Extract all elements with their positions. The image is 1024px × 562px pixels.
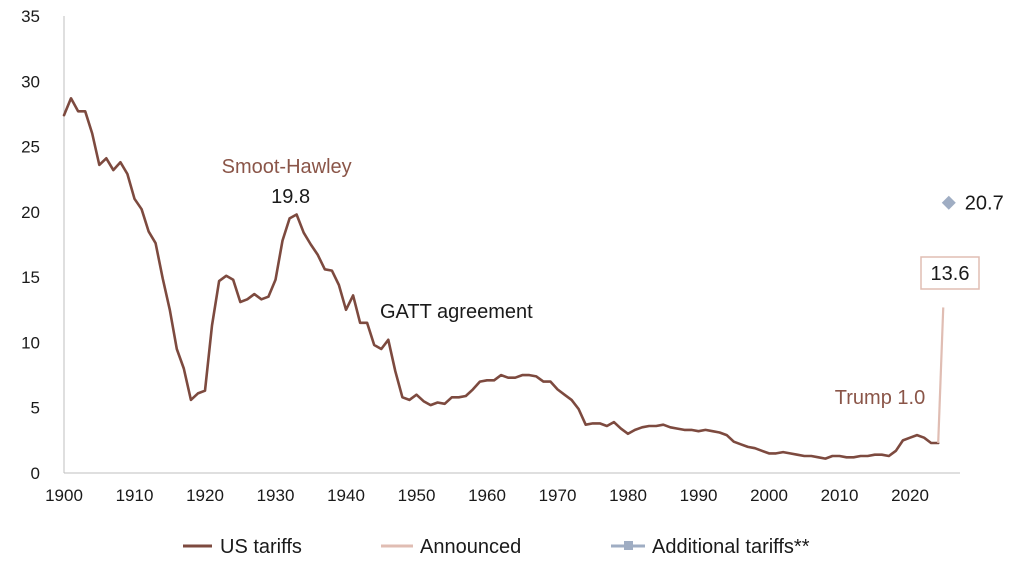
us-tariffs-line bbox=[62, 97, 940, 460]
x-tick-label: 1940 bbox=[327, 486, 365, 505]
announced-value-label: 13.6 bbox=[931, 263, 970, 285]
additional-value-label: 20.7 bbox=[965, 193, 1004, 215]
y-tick-label: 0 bbox=[31, 464, 40, 483]
announced-line bbox=[937, 307, 945, 444]
x-tick-label: 2020 bbox=[891, 486, 929, 505]
legend-us-tariffs-label: US tariffs bbox=[220, 536, 302, 558]
x-tick-label: 1960 bbox=[468, 486, 506, 505]
legend: US tariffs Announced Additional tariffs*… bbox=[183, 536, 810, 558]
y-tick-label: 5 bbox=[31, 399, 40, 418]
legend-additional-marker bbox=[624, 541, 633, 550]
x-tick-label: 2000 bbox=[750, 486, 788, 505]
y-tick-label: 30 bbox=[21, 72, 40, 91]
legend-announced-label: Announced bbox=[420, 536, 521, 558]
x-tick-label: 1980 bbox=[609, 486, 647, 505]
gatt-label: GATT agreement bbox=[380, 301, 533, 323]
y-tick-label: 25 bbox=[21, 138, 40, 157]
smoot-hawley-label: Smoot-Hawley bbox=[222, 156, 352, 178]
smoot-hawley-value: 19.8 bbox=[271, 186, 310, 208]
x-tick-label: 1920 bbox=[186, 486, 224, 505]
y-tick-label: 20 bbox=[21, 203, 40, 222]
additional-tariffs-marker bbox=[941, 195, 956, 210]
y-axis-ticks: 0 5 10 15 20 25 30 35 bbox=[21, 7, 40, 483]
x-tick-label: 1930 bbox=[257, 486, 295, 505]
y-tick-label: 10 bbox=[21, 333, 40, 352]
x-tick-label: 1900 bbox=[45, 486, 83, 505]
axes bbox=[63, 16, 960, 474]
x-tick-label: 2010 bbox=[821, 486, 859, 505]
trump-label: Trump 1.0 bbox=[835, 387, 925, 409]
x-tick-label: 1970 bbox=[539, 486, 577, 505]
announced-value-box bbox=[920, 256, 980, 290]
x-tick-label: 1950 bbox=[398, 486, 436, 505]
y-tick-label: 15 bbox=[21, 268, 40, 287]
legend-additional-label: Additional tariffs** bbox=[652, 536, 810, 558]
x-tick-label: 1990 bbox=[680, 486, 718, 505]
y-tick-label: 35 bbox=[21, 7, 40, 26]
x-tick-label: 1910 bbox=[116, 486, 154, 505]
x-axis-ticks: 1900 1910 1920 1930 1940 1950 1960 1970 1980 1990… bbox=[45, 486, 929, 505]
